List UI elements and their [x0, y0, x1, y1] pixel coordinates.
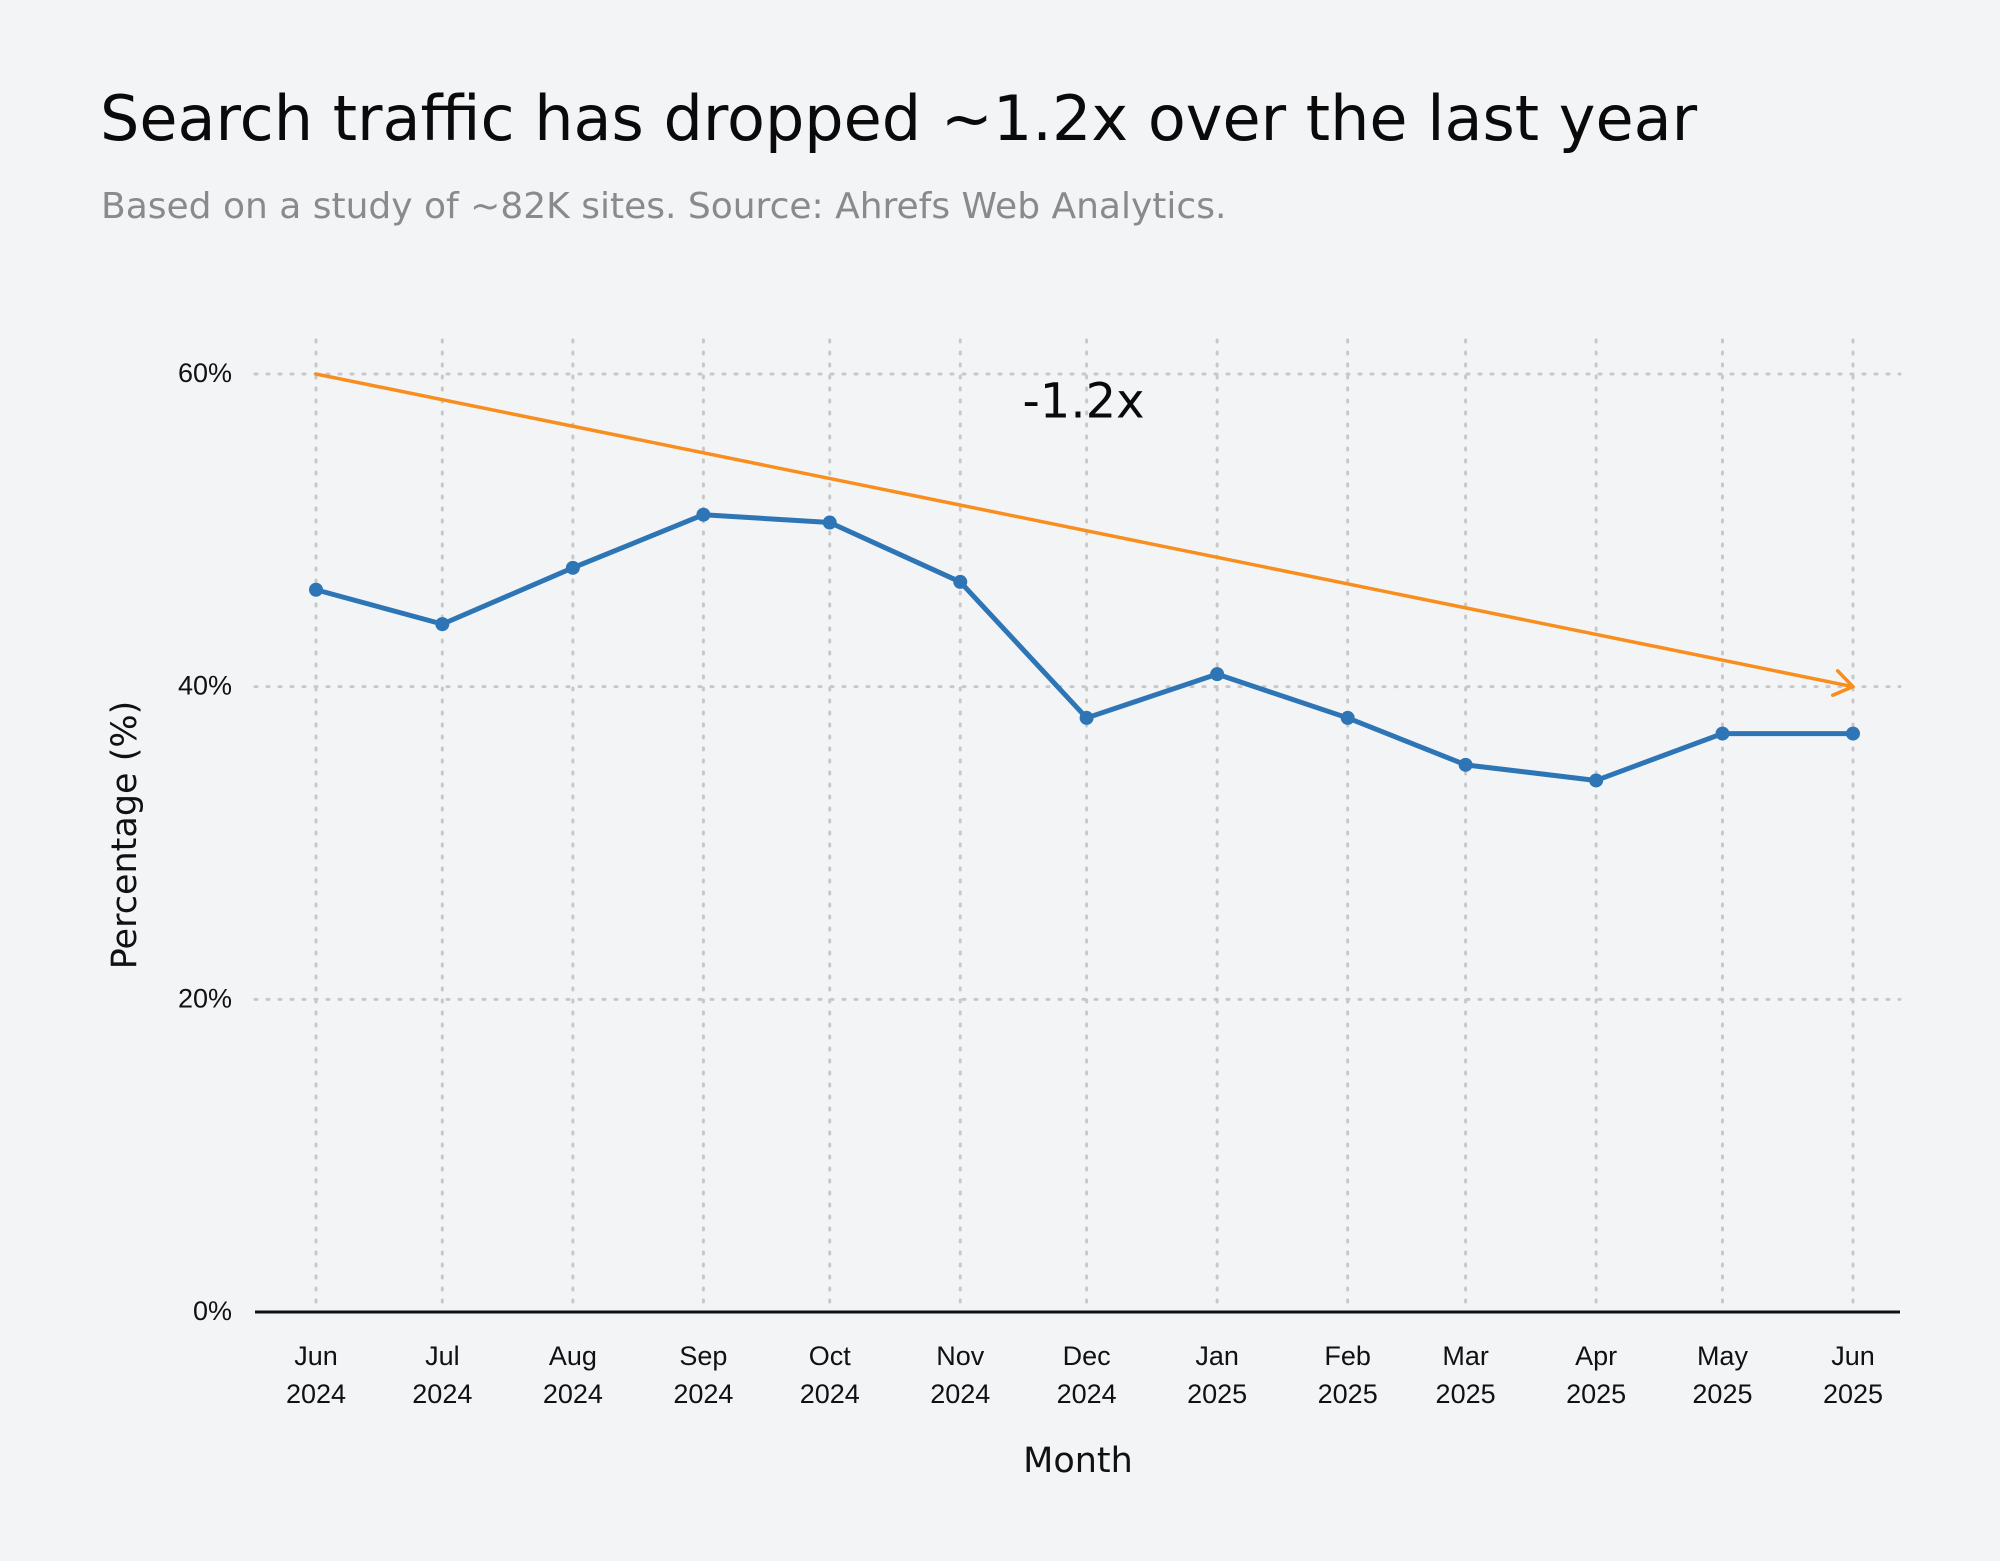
data-point	[1715, 726, 1730, 741]
y-tick-label: 60%	[178, 358, 232, 388]
x-tick-label: Sep 2024	[673, 1341, 733, 1409]
data-point	[1846, 726, 1860, 741]
series-group	[309, 507, 1860, 788]
data-point	[696, 507, 711, 522]
trend-arrow-group	[314, 372, 1855, 697]
labels: 0% 20% 40% 60% Jun 2024 Jul 2024 Aug 2024 Sep 2024 O…	[105, 358, 1883, 1481]
data-point	[1589, 773, 1604, 788]
x-tick-label: Oct 2024	[800, 1341, 860, 1409]
x-tick-label: Aug 2024	[543, 1341, 603, 1409]
x-tick-label: Apr 2025	[1566, 1341, 1626, 1409]
x-tick-label: Nov 2024	[930, 1341, 990, 1409]
data-point	[435, 617, 450, 632]
data-point	[1340, 710, 1355, 725]
x-tick-label: Jun 2025	[1823, 1341, 1883, 1409]
x-tick-label: Feb 2025	[1318, 1341, 1378, 1409]
x-tick-label: Jan 2025	[1187, 1341, 1247, 1409]
x-tick-label: Jul 2024	[412, 1341, 472, 1409]
data-point	[1458, 757, 1473, 772]
x-tick-label: Dec 2024	[1057, 1341, 1117, 1409]
x-tick-label: Jun 2024	[286, 1341, 346, 1409]
data-point	[953, 574, 968, 589]
y-tick-label: 40%	[178, 671, 232, 701]
chart-title: Search traffic has dropped ~1.2x over th…	[100, 82, 1698, 155]
x-axis-title: Month	[1023, 1441, 1133, 1481]
data-point	[822, 515, 837, 530]
data-point	[1210, 667, 1225, 682]
data-point	[309, 582, 323, 597]
data-point	[565, 560, 580, 575]
trend-annotation: -1.2x	[1022, 373, 1144, 429]
trend-arrow-head	[1830, 669, 1855, 697]
series-line	[313, 512, 1856, 783]
y-tick-label: 20%	[178, 983, 232, 1013]
y-tick-label: 0%	[193, 1296, 232, 1326]
data-point	[1079, 710, 1094, 725]
gridlines	[253, 338, 1902, 1314]
x-tick-label: May 2025	[1692, 1341, 1752, 1409]
y-axis-title: Percentage (%)	[105, 701, 145, 970]
trend-arrow-line	[314, 372, 1855, 689]
x-tick-label: Mar 2025	[1436, 1341, 1496, 1409]
chart-subtitle: Based on a study of ~82K sites. Source: …	[101, 186, 1227, 227]
